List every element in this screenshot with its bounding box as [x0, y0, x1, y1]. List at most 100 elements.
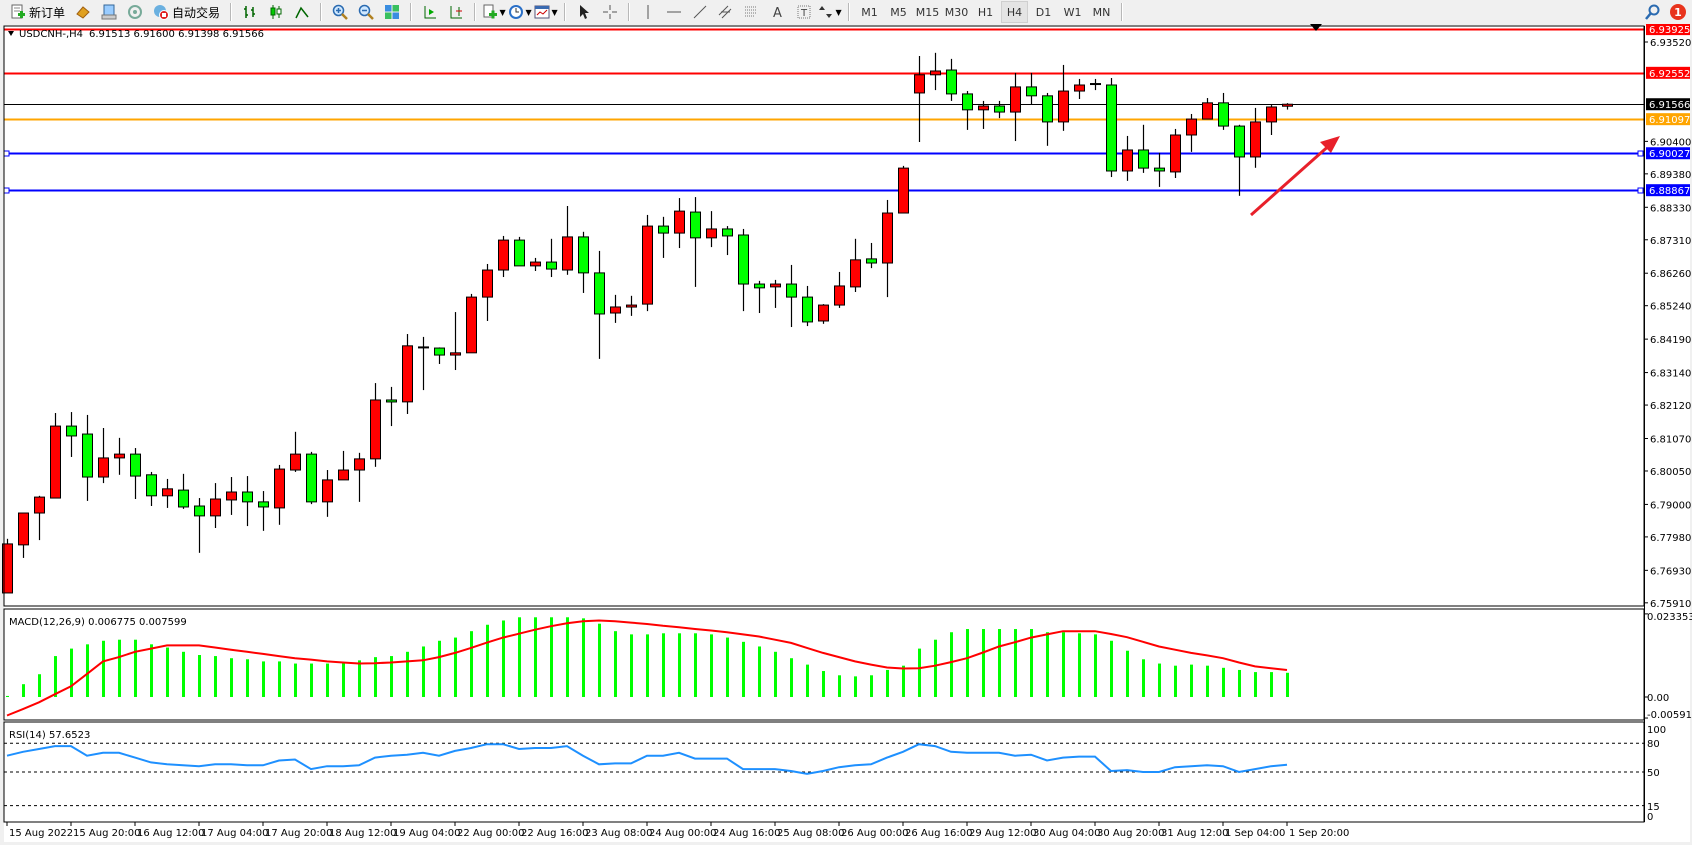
candle-body-down: [1042, 95, 1053, 123]
candle: [1186, 113, 1197, 152]
price-tick-label: 6.85240: [1650, 302, 1691, 313]
time-tick-label: 30 Aug 20:00: [1097, 828, 1164, 839]
text-icon: A: [770, 4, 786, 21]
timeframe-mn[interactable]: MN: [1092, 5, 1111, 19]
candle-body-up: [978, 105, 989, 111]
candle: [1266, 105, 1277, 135]
macd-histogram-bar: [6, 695, 9, 697]
candle: [962, 91, 973, 130]
text-button[interactable]: A: [766, 1, 790, 23]
signals-button[interactable]: [123, 1, 147, 23]
text-label-button[interactable]: T: [792, 1, 816, 23]
time-tick-label: 17 Aug 04:00: [201, 828, 268, 839]
macd-histogram-bar: [982, 629, 985, 697]
candle: [1026, 72, 1037, 105]
chart-menu-triangle-icon[interactable]: [8, 31, 14, 36]
market-watch-button[interactable]: [71, 1, 95, 23]
timeframe-m5[interactable]: M5: [890, 5, 907, 19]
candle: [898, 165, 909, 214]
timeframe-m30[interactable]: M30: [944, 5, 969, 19]
auto-trading-button[interactable]: 自动交易: [149, 1, 224, 23]
templates-button[interactable]: ▼: [534, 1, 558, 23]
rsi-line: [6, 743, 1288, 775]
notification-badge[interactable]: 1: [1670, 4, 1686, 20]
indicators-button[interactable]: ▼: [482, 1, 506, 23]
candle: [274, 464, 285, 525]
chart-window[interactable]: 6.93520 6.90400 6.89380 6.88330 6.87310 6.862…: [0, 24, 1692, 845]
indicators-icon: [482, 4, 498, 20]
crosshair-button[interactable]: [598, 1, 622, 23]
horizontal-line-button[interactable]: [662, 1, 686, 23]
candle-body-down: [786, 283, 797, 298]
time-tick-label: 23 Aug 08:00: [585, 828, 652, 839]
candlestick-icon: [268, 4, 284, 20]
time-tick-label: 31 Aug 12:00: [1161, 828, 1228, 839]
candle-body-up: [466, 296, 477, 354]
macd-histogram-bar: [838, 675, 841, 697]
arrows-button[interactable]: ▼: [818, 1, 842, 23]
toolbar-separator: [410, 3, 413, 21]
candle-body-up: [226, 491, 237, 501]
candle: [210, 483, 221, 528]
macd-histogram-bar: [390, 656, 393, 697]
candle: [706, 211, 717, 248]
timeframe-d1[interactable]: D1: [1035, 5, 1052, 19]
new-order-button[interactable]: 新订单: [6, 1, 69, 23]
price-label-box: [1646, 66, 1690, 79]
zoom-in-button[interactable]: [328, 1, 352, 23]
macd-histogram-bar: [486, 624, 489, 697]
timeframe-m1[interactable]: M1: [861, 5, 878, 19]
rsi-tick-label: 0: [1647, 812, 1653, 823]
timeframe-h4[interactable]: H4: [1001, 1, 1029, 23]
equidistant-channel-button[interactable]: [714, 1, 738, 23]
timeframe-w1[interactable]: W1: [1063, 5, 1082, 19]
auto-trading-label: 自动交易: [172, 5, 221, 20]
time-tick-label: 26 Aug 16:00: [905, 828, 972, 839]
candle-body-up: [834, 285, 845, 306]
macd-histogram-bar: [870, 675, 873, 697]
candlestick-button[interactable]: [264, 1, 288, 23]
price-panel: [2, 28, 1644, 594]
candle: [338, 450, 349, 481]
price-tick-label: 6.87310: [1650, 236, 1691, 247]
candle-body-up: [402, 345, 413, 403]
macd-histogram-bar: [934, 639, 937, 697]
annotation-arrow[interactable]: [1250, 136, 1340, 217]
search-icon[interactable]: [1644, 4, 1660, 20]
chart-shift-marker-icon[interactable]: [1310, 24, 1322, 31]
bar-chart-button[interactable]: [238, 1, 262, 23]
candle: [1042, 92, 1053, 146]
macd-histogram-bar: [54, 656, 57, 697]
timeframe-m15[interactable]: M15: [915, 5, 940, 19]
trendline-button[interactable]: [688, 1, 712, 23]
tile-windows-icon: [384, 4, 400, 20]
horizontal-line-icon: [666, 4, 682, 20]
price-tick-label: 6.89380: [1650, 170, 1691, 181]
vertical-line-button[interactable]: [636, 1, 660, 23]
price-tick-label: 6.84190: [1650, 335, 1691, 346]
price-tick-label: 6.90400: [1650, 137, 1691, 148]
timeframe-h1[interactable]: H1: [977, 5, 994, 19]
candle-body-up: [322, 479, 333, 503]
navigator-button[interactable]: [97, 1, 121, 23]
line-chart-button[interactable]: [290, 1, 314, 23]
tile-windows-button[interactable]: [380, 1, 404, 23]
candle: [1074, 78, 1085, 100]
macd-histogram-bar: [86, 644, 89, 697]
candle: [610, 294, 621, 323]
candle-body-down: [82, 433, 93, 478]
candle-body-down: [546, 261, 557, 270]
auto-scroll-button[interactable]: [444, 1, 468, 23]
time-tick-label: 15 Aug 20:00: [73, 828, 140, 839]
candle: [562, 206, 573, 275]
macd-histogram-bar: [550, 617, 553, 697]
macd-histogram-bar: [1270, 672, 1273, 697]
zoom-out-button[interactable]: [354, 1, 378, 23]
cursor-button[interactable]: [572, 1, 596, 23]
chart-shift-button[interactable]: [418, 1, 442, 23]
periods-button[interactable]: ▼: [508, 1, 532, 23]
candle-body-up: [706, 228, 717, 239]
candle: [1234, 124, 1245, 196]
fibonacci-button[interactable]: [740, 1, 764, 23]
chevron-down-icon: ▼: [499, 7, 506, 17]
